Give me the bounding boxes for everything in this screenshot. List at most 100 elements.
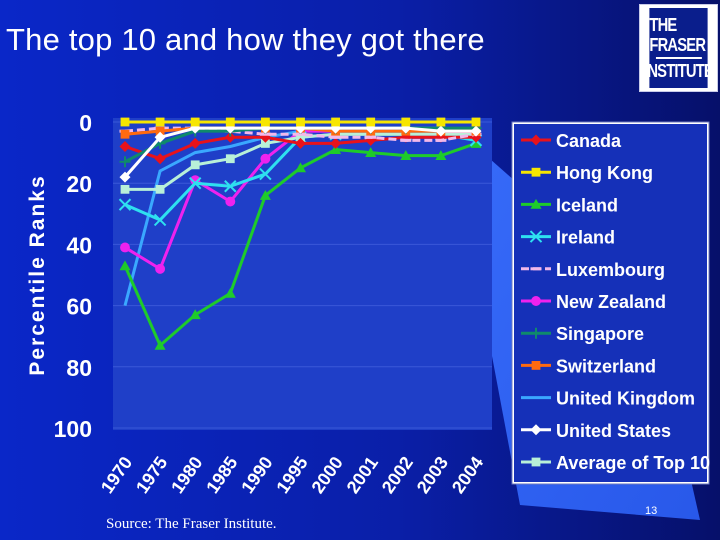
data-point — [295, 137, 306, 149]
data-point — [118, 198, 132, 211]
x-tick-label: 1970 — [97, 453, 136, 497]
legend-label: Hong Kong — [556, 163, 653, 183]
logo-mark: THE FRASER INSTITUTE — [644, 8, 714, 88]
data-point — [365, 147, 377, 157]
x-tick-label: 2001 — [343, 453, 382, 497]
data-point — [529, 230, 543, 243]
legend-label: United Kingdom — [556, 389, 695, 409]
data-point — [225, 154, 235, 164]
legend: Canada Hong Kong Iceland Ireland Luxembourg N… — [521, 131, 710, 473]
legend-item: Average of Top 10 — [521, 453, 710, 473]
x-tick-label: 1990 — [237, 453, 276, 497]
legend-label: United States — [556, 421, 671, 441]
data-point — [471, 117, 481, 127]
x-tick-label: 1995 — [272, 453, 311, 497]
legend-item: United States — [521, 421, 671, 441]
y-tick-label: 40 — [66, 232, 92, 258]
page-number: 13 — [645, 505, 658, 517]
series-iceland — [119, 137, 482, 350]
data-point — [261, 117, 270, 127]
data-point — [189, 137, 201, 149]
data-point — [260, 153, 271, 164]
logo-divider — [655, 57, 702, 59]
x-tick-label: 2002 — [378, 453, 417, 497]
data-point — [296, 132, 305, 142]
y-tick-label: 100 — [54, 416, 92, 442]
data-point — [153, 213, 167, 227]
data-point — [225, 196, 236, 207]
legend-label: Average of Top 10 — [556, 453, 710, 473]
series-hong-kong — [120, 117, 481, 127]
data-point — [530, 327, 542, 339]
data-point — [155, 126, 165, 136]
fraser-institute-logo: THE FRASER INSTITUTE — [639, 4, 718, 92]
data-point — [224, 131, 236, 143]
data-point — [531, 361, 541, 370]
data-point — [224, 287, 236, 298]
data-point — [530, 198, 542, 209]
data-point — [119, 156, 131, 168]
data-point — [470, 125, 482, 137]
legend-label: Luxembourg — [556, 260, 665, 280]
data-point — [295, 162, 306, 173]
legend-item: Ireland — [521, 228, 615, 248]
data-point — [189, 309, 201, 320]
legend-label: Canada — [556, 131, 622, 151]
data-point — [155, 263, 166, 274]
y-tick-label: 0 — [79, 110, 92, 136]
data-point — [154, 131, 166, 143]
legend-item: United Kingdom — [521, 389, 695, 409]
data-point — [296, 117, 305, 127]
x-tick-label: 2000 — [308, 453, 347, 497]
series-layer — [118, 117, 483, 350]
data-point — [120, 184, 130, 194]
data-point — [331, 117, 340, 127]
legend-label: Singapore — [556, 324, 644, 344]
data-point — [531, 167, 541, 177]
y-tick-label: 20 — [66, 171, 92, 197]
data-point — [120, 129, 130, 139]
x-tick-label: 1985 — [202, 453, 241, 497]
data-point — [530, 134, 542, 146]
data-point — [155, 117, 165, 127]
legend-shadow — [514, 124, 707, 482]
data-point — [224, 180, 237, 193]
data-point — [225, 117, 235, 127]
legend-label: Switzerland — [556, 356, 656, 376]
data-point — [154, 339, 166, 350]
data-point — [470, 137, 482, 148]
legend-label: Ireland — [556, 228, 615, 248]
data-point — [119, 140, 131, 152]
x-tick-label: 1975 — [132, 453, 171, 497]
data-point — [190, 117, 200, 127]
data-point — [155, 184, 165, 194]
legend-item: Switzerland — [521, 356, 656, 376]
data-point — [119, 171, 131, 183]
data-point — [436, 117, 446, 127]
logo-line-1: THE FRASER — [649, 15, 706, 55]
data-point — [190, 160, 200, 170]
data-point — [330, 144, 342, 154]
data-point — [119, 260, 131, 271]
data-point — [530, 424, 542, 436]
legend-item: New Zealand — [521, 292, 666, 312]
x-tick-label: 1980 — [167, 453, 206, 497]
data-point — [188, 176, 202, 190]
data-point — [531, 296, 541, 306]
legend-label: Iceland — [556, 195, 618, 215]
legend-item: Hong Kong — [521, 163, 653, 183]
data-point — [435, 125, 447, 137]
page-title: The top 10 and how they got there — [6, 22, 485, 57]
data-point — [366, 117, 376, 127]
data-point — [120, 117, 130, 127]
data-point — [120, 242, 130, 253]
legend-item: Singapore — [521, 324, 644, 344]
logo-line-2: INSTITUTE — [644, 61, 714, 81]
data-point — [401, 117, 411, 127]
legend-item: Iceland — [521, 195, 618, 215]
y-axis-title: Percentile Ranks — [26, 174, 49, 375]
data-point — [261, 139, 270, 148]
y-tick-label: 60 — [66, 294, 92, 320]
data-point — [154, 153, 166, 165]
legend-item: Canada — [521, 131, 622, 151]
